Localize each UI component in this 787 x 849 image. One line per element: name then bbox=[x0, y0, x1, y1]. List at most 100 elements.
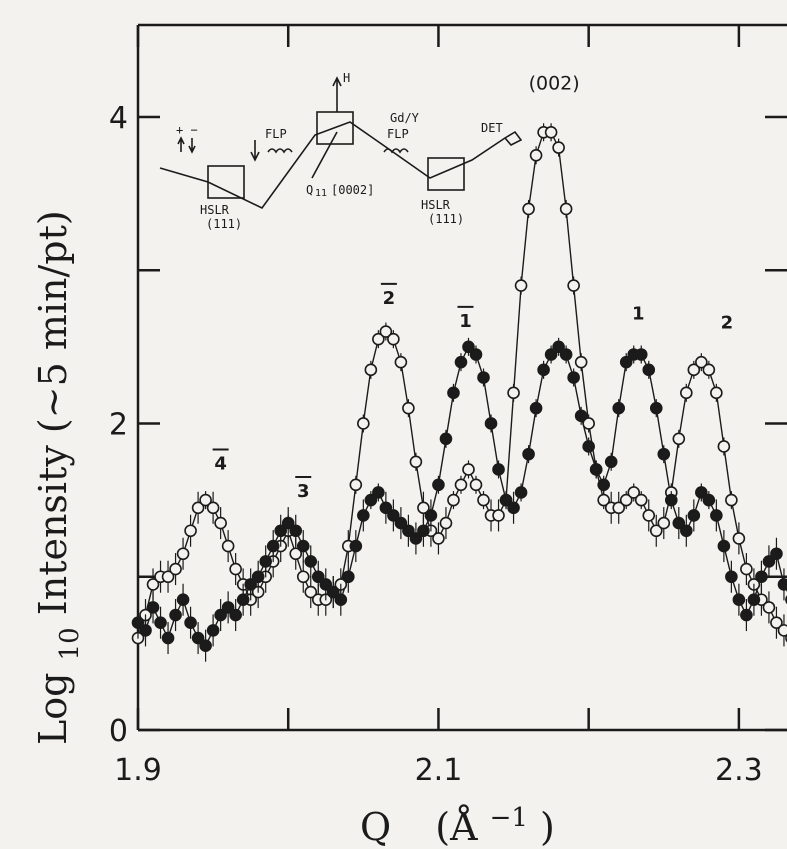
data-point-open bbox=[544, 125, 558, 139]
beam-path bbox=[159, 121, 506, 210]
data-point-filled bbox=[296, 539, 310, 553]
gdy-label: Gd/Y bbox=[390, 111, 420, 125]
data-point-filled bbox=[251, 570, 265, 584]
data-point-filled bbox=[244, 578, 257, 591]
peak-label: (002) bbox=[529, 72, 580, 94]
data-point-open bbox=[619, 493, 633, 507]
data-point-open bbox=[492, 509, 505, 522]
y-axis-ticks: 0 2 4 bbox=[109, 101, 787, 749]
x-axis-ticks: 1.9 2.1 2.3 bbox=[114, 25, 763, 788]
data-point-filled bbox=[221, 601, 235, 614]
data-point-filled bbox=[439, 432, 453, 446]
data-point-filled bbox=[567, 371, 580, 384]
data-point-open bbox=[657, 516, 671, 530]
data-point-filled bbox=[214, 608, 227, 622]
data-point-filled bbox=[349, 539, 363, 553]
peak-label: 4 bbox=[214, 453, 227, 474]
x-axis-unit-exponent: −1 bbox=[490, 803, 528, 833]
data-point-filled bbox=[777, 578, 787, 591]
data-point-filled bbox=[447, 386, 460, 400]
q-vector-label: Q bbox=[306, 183, 313, 197]
data-point-filled bbox=[402, 524, 415, 538]
data-point-filled bbox=[484, 417, 498, 430]
data-point-filled bbox=[559, 348, 573, 361]
data-point-filled bbox=[236, 593, 250, 607]
data-point-filled bbox=[514, 486, 528, 499]
data-point-filled bbox=[319, 578, 333, 591]
data-point-filled bbox=[462, 340, 475, 354]
peak-annotations: 4 3 2 1 (002) 1 2 bbox=[212, 72, 733, 502]
detector-label: DET bbox=[481, 121, 503, 135]
data-point-open bbox=[477, 493, 490, 507]
data-point-open bbox=[642, 509, 656, 522]
x-axis-unit: (Å bbox=[435, 805, 478, 849]
spin-label: + − bbox=[176, 123, 198, 137]
data-point-filled bbox=[379, 501, 393, 515]
data-point-open bbox=[634, 493, 648, 507]
data-point-filled bbox=[687, 509, 701, 522]
peak-label: 1 bbox=[459, 311, 472, 332]
data-point-open bbox=[439, 516, 453, 530]
data-point-filled bbox=[634, 348, 648, 361]
data-point-filled bbox=[364, 493, 378, 507]
q-subscript-label: 11 bbox=[315, 188, 327, 199]
data-point-filled bbox=[304, 555, 318, 568]
data-point-open bbox=[394, 355, 408, 369]
data-point-filled bbox=[342, 570, 355, 584]
sample-box bbox=[316, 111, 354, 145]
data-point-filled bbox=[259, 555, 272, 568]
data-point-open bbox=[507, 386, 520, 400]
data-point-filled bbox=[574, 409, 588, 423]
data-point-filled bbox=[469, 348, 483, 361]
peak-label: 2 bbox=[383, 288, 396, 309]
y-axis-title: Log 10 Intensity (~5 min/pt) bbox=[31, 210, 87, 745]
data-point-filled bbox=[477, 371, 490, 384]
data-point-filled bbox=[432, 478, 445, 492]
q-index-label: [0002] bbox=[331, 183, 374, 197]
data-point-filled bbox=[680, 524, 693, 538]
data-point-open bbox=[627, 486, 641, 499]
data-point-open bbox=[672, 432, 686, 446]
data-point-filled bbox=[717, 539, 731, 553]
hslr-left-label: HSLR bbox=[200, 203, 230, 217]
flipper-right-coil bbox=[383, 148, 409, 154]
q-vector-arrow bbox=[311, 131, 338, 179]
data-point-open bbox=[214, 516, 227, 530]
data-point-filled bbox=[417, 524, 430, 538]
data-point-filled bbox=[191, 631, 205, 645]
data-point-open bbox=[462, 463, 475, 476]
data-point-filled bbox=[169, 608, 182, 622]
data-point-filled bbox=[161, 631, 175, 645]
data-point-filled bbox=[762, 555, 776, 568]
data-point-open bbox=[695, 355, 708, 369]
data-point-filled bbox=[131, 616, 145, 630]
hslr-left-index: (111) bbox=[206, 217, 242, 231]
data-point-filled bbox=[747, 593, 761, 607]
data-point-filled bbox=[176, 593, 190, 607]
data-point-open bbox=[567, 279, 580, 292]
x-axis-unit-close: ) bbox=[540, 805, 555, 849]
data-point-open bbox=[364, 363, 378, 377]
data-point-open bbox=[582, 417, 595, 430]
data-point-open bbox=[387, 332, 400, 346]
data-point-filled bbox=[649, 401, 663, 415]
data-point-open bbox=[552, 141, 565, 154]
data-point-filled bbox=[507, 501, 520, 515]
data-point-filled bbox=[274, 524, 288, 538]
data-point-filled bbox=[664, 493, 678, 507]
hslr-right-crystal bbox=[427, 157, 465, 191]
h-field-arrowhead bbox=[332, 76, 342, 87]
flipper-left-label: FLP bbox=[265, 127, 287, 141]
detector-shape bbox=[503, 130, 523, 146]
data-point-filled bbox=[372, 486, 385, 499]
data-point-open bbox=[649, 524, 663, 538]
data-point-open bbox=[680, 386, 693, 400]
x-tick-label: 2.1 bbox=[415, 753, 463, 788]
data-point-filled bbox=[740, 608, 753, 622]
data-point-open bbox=[702, 363, 716, 377]
data-point-open bbox=[409, 455, 423, 469]
data-point-filled bbox=[289, 524, 303, 538]
data-point-filled bbox=[492, 463, 505, 476]
data-point-filled bbox=[139, 624, 152, 637]
